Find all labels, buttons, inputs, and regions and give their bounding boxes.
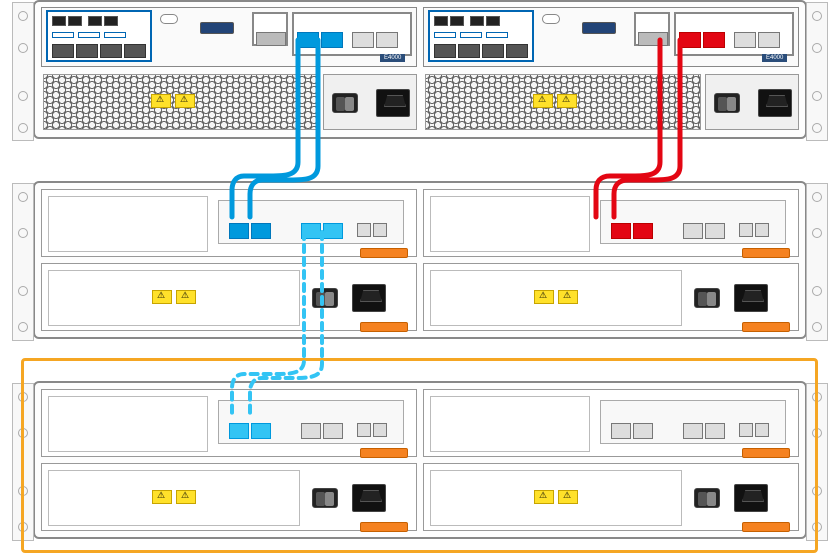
power-socket-icon xyxy=(734,284,768,312)
power-socket-icon xyxy=(758,89,792,117)
ctrl-psu-a xyxy=(323,74,417,130)
release-tab-icon xyxy=(360,248,408,258)
rack-ear-left xyxy=(12,183,34,341)
warn-label-icon xyxy=(557,94,577,108)
ctrl-b-usb-port xyxy=(582,22,616,34)
release-tab-icon xyxy=(742,322,790,332)
power-socket-icon xyxy=(352,284,386,312)
warn-label-icon xyxy=(152,290,172,304)
ctrl-a-usb-icon xyxy=(160,14,178,24)
power-switch-icon xyxy=(694,288,720,308)
warn-label-icon xyxy=(176,290,196,304)
chassis-controllers: E4000 E4000 xyxy=(33,0,807,139)
rack-ear-right xyxy=(806,2,828,141)
rack-ear-right xyxy=(806,183,828,341)
shelf1-psu-a xyxy=(41,263,417,331)
ctrl-a-blank-card xyxy=(252,12,288,46)
power-switch-icon xyxy=(714,93,740,113)
rack-ear-left xyxy=(12,2,34,141)
release-tab-icon xyxy=(360,322,408,332)
ctrl-a-sfp-card xyxy=(292,12,412,56)
shelf1-a-blue-pair xyxy=(229,223,271,239)
warn-label-icon xyxy=(534,290,554,304)
warn-label-icon xyxy=(533,94,553,108)
ctrl-b-model-label: E4000 xyxy=(762,54,787,62)
chassis-shelf-1 xyxy=(33,181,807,339)
ctrl-psu-b xyxy=(705,74,799,130)
shelf1-b-red-pair xyxy=(611,223,653,239)
controller-a: E4000 xyxy=(41,7,417,67)
shelf1-iom-b xyxy=(423,189,799,257)
warn-label-icon xyxy=(151,94,171,108)
ctrl-a-model-label: E4000 xyxy=(380,54,405,62)
ctrl-b-sfp-empty-pair xyxy=(734,32,780,48)
power-switch-icon xyxy=(332,93,358,113)
ctrl-a-sfp-blue-pair xyxy=(297,32,343,48)
shelf1-a-cyan-pair xyxy=(301,223,343,239)
controller-b: E4000 xyxy=(423,7,799,67)
power-switch-icon xyxy=(312,288,338,308)
warn-label-icon xyxy=(558,290,578,304)
shelf1-iom-a xyxy=(41,189,417,257)
ctrl-a-netcard xyxy=(46,10,152,62)
warn-label-icon xyxy=(175,94,195,108)
shelf1-b-empty-pair xyxy=(683,223,725,239)
ctrl-b-netcard xyxy=(428,10,534,62)
ctrl-b-blank-card xyxy=(634,12,670,46)
ctrl-a-sfp-empty-pair xyxy=(352,32,398,48)
release-tab-icon xyxy=(742,248,790,258)
ctrl-b-usb-icon xyxy=(542,14,560,24)
shelf1-psu-b xyxy=(423,263,799,331)
ctrl-a-usb-port xyxy=(200,22,234,34)
ctrl-b-sfp-red-pair xyxy=(679,32,725,48)
ctrl-b-sfp-card xyxy=(674,12,794,56)
highlight-new-shelf xyxy=(21,358,818,553)
power-socket-icon xyxy=(376,89,410,117)
